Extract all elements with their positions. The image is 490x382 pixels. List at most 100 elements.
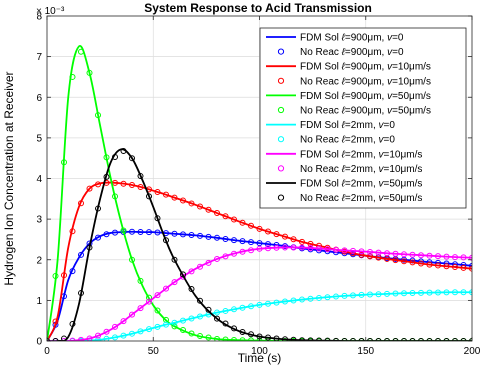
series-marker xyxy=(129,330,135,337)
series-marker xyxy=(137,183,144,190)
series-marker xyxy=(324,294,331,301)
series-marker xyxy=(299,238,305,245)
series-marker xyxy=(112,229,118,236)
series-marker xyxy=(180,271,186,278)
series-marker xyxy=(273,231,280,238)
series-marker xyxy=(290,236,297,243)
series-marker xyxy=(188,268,195,275)
series-marker xyxy=(367,338,373,341)
series-marker xyxy=(418,289,424,296)
series-marker xyxy=(460,264,467,271)
series-marker xyxy=(154,307,161,314)
series-marker xyxy=(452,338,458,341)
series-marker xyxy=(316,245,322,252)
axis-ticks: 0 50 100 150 200 0 1 2 3 4 5 6 7 8 xyxy=(36,12,480,358)
series-marker xyxy=(205,233,212,240)
series-marker xyxy=(137,277,144,284)
series-marker xyxy=(197,333,203,340)
series-marker xyxy=(61,335,67,341)
legend-marker-swatch xyxy=(277,165,285,172)
series-marker xyxy=(180,197,186,204)
series-marker xyxy=(418,260,424,267)
series-marker xyxy=(290,336,297,341)
y-tick-label: 7 xyxy=(36,52,42,63)
series-marker xyxy=(188,315,195,322)
series-marker xyxy=(86,335,93,341)
series-marker xyxy=(205,334,212,341)
series-marker xyxy=(418,252,424,259)
series-marker xyxy=(358,338,365,341)
series-marker xyxy=(299,296,305,303)
series-marker xyxy=(112,323,118,330)
series-marker xyxy=(324,246,331,253)
legend-entry-label: FDM Sol ℓ=2mm, v=10μm/s xyxy=(300,149,422,160)
series-marker xyxy=(239,337,246,341)
series-marker xyxy=(112,193,118,200)
series-marker xyxy=(103,231,110,238)
series-marker xyxy=(222,307,229,314)
series-marker xyxy=(112,154,118,161)
series-marker xyxy=(146,229,152,236)
series-marker xyxy=(61,338,67,341)
series-marker xyxy=(426,261,433,268)
y-tick-label: 6 xyxy=(36,93,42,104)
series-marker xyxy=(307,338,314,341)
series-marker xyxy=(231,250,237,257)
series-marker xyxy=(69,320,76,327)
series-marker xyxy=(248,239,254,246)
series-marker xyxy=(401,258,407,265)
series-marker xyxy=(307,295,314,302)
series-marker xyxy=(188,330,195,337)
series-marker xyxy=(120,148,127,155)
series-marker xyxy=(146,326,152,333)
series-marker xyxy=(307,240,314,247)
series-marker xyxy=(120,318,127,325)
series-marker xyxy=(409,259,416,266)
series-marker xyxy=(256,301,263,308)
series-marker xyxy=(384,255,390,262)
series-marker xyxy=(239,219,246,226)
series-marker xyxy=(443,338,450,341)
series-marker xyxy=(171,194,178,201)
series-marker xyxy=(392,338,399,341)
series-marker xyxy=(384,338,390,341)
series-marker xyxy=(392,250,399,257)
series-marker xyxy=(52,273,59,279)
series-marker xyxy=(452,254,458,261)
series-marker xyxy=(256,240,263,247)
series-marker xyxy=(78,200,84,207)
legend-entry-label: FDM Sol ℓ=900μm, v=0 xyxy=(300,33,404,44)
series-layer xyxy=(47,44,472,341)
series-marker xyxy=(299,244,305,251)
series-marker xyxy=(333,293,339,300)
series-marker xyxy=(282,233,288,240)
legend: FDM Sol ℓ=900μm, v=0 No Reac ℓ=900μm, v=0… xyxy=(259,27,467,209)
series-marker xyxy=(222,235,229,242)
series-marker xyxy=(290,244,297,251)
series-marker xyxy=(95,234,101,241)
series-marker xyxy=(78,48,84,55)
y-tick-label: 3 xyxy=(36,215,42,226)
series-marker xyxy=(188,200,195,207)
series-marker xyxy=(86,69,93,76)
x-tick-label: 100 xyxy=(251,346,268,357)
series-marker xyxy=(299,338,305,341)
legend-entry-label: No Reac ℓ=900μm, v=0 xyxy=(300,47,404,58)
legend-marker-swatch xyxy=(277,194,285,201)
series-marker xyxy=(265,228,271,235)
series-marker xyxy=(163,237,169,244)
series-marker xyxy=(52,338,59,341)
legend-entry-label: No Reac ℓ=2mm, v=0 xyxy=(300,135,395,146)
series-marker xyxy=(265,245,271,252)
series-marker xyxy=(129,182,135,188)
series-marker xyxy=(154,188,161,195)
series-marker xyxy=(401,251,407,258)
series-marker xyxy=(129,155,135,162)
x-tick-label: 50 xyxy=(148,346,160,357)
series-marker xyxy=(375,249,382,256)
series-marker xyxy=(129,228,135,235)
series-marker xyxy=(256,225,263,232)
series-marker xyxy=(197,232,203,239)
series-marker xyxy=(146,294,152,301)
